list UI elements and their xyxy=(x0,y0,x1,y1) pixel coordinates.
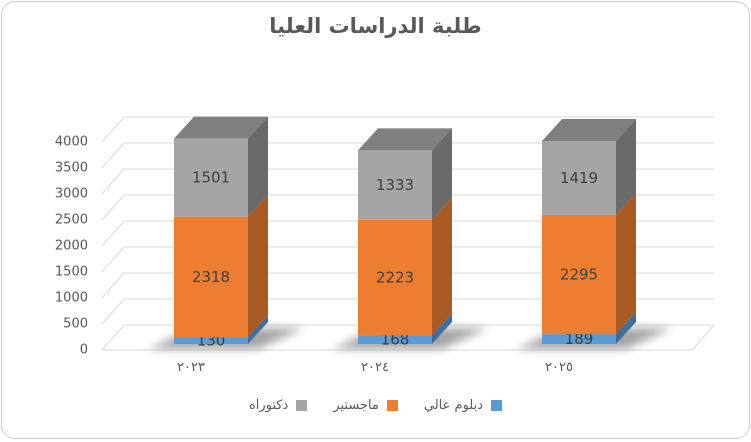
y-axis-tick-label: 1500 xyxy=(55,265,88,280)
data-label: 1333 xyxy=(376,176,414,194)
legend-label: دبلوم عالي xyxy=(423,398,484,413)
y-axis-tick-label: 3000 xyxy=(55,187,88,202)
gridline-slant xyxy=(101,324,125,351)
bar-segment-دكتوراه-٢٠٢٣[interactable] xyxy=(174,138,248,217)
legend-label: دكتوراه xyxy=(248,398,289,413)
data-label: 189 xyxy=(565,330,594,348)
bar-top-دكتوراه xyxy=(542,119,636,142)
data-label: 1501 xyxy=(192,169,230,187)
legend-label: ماجستير xyxy=(333,398,379,413)
gridline-slant xyxy=(101,298,125,325)
bar-segment-ماجستير-٢٠٢٣[interactable] xyxy=(174,216,248,338)
bar-side-دبلوم عالي xyxy=(248,315,268,344)
chart-legend: دكتوراه ماجستير دبلوم عالي xyxy=(2,398,749,413)
gridline-slant xyxy=(101,272,125,299)
bar-segment-ماجستير-٢٠٢٥[interactable] xyxy=(542,214,616,335)
y-axis-tick-label: 2500 xyxy=(55,213,88,228)
legend-swatch-icon xyxy=(296,400,308,411)
gridline-slant xyxy=(101,246,125,273)
legend-swatch-icon xyxy=(491,400,503,411)
y-axis-tick-label: 0 xyxy=(80,343,88,358)
gridline-slant xyxy=(101,142,125,169)
x-axis-category-label: ٢٠٢٥ xyxy=(545,360,573,375)
bar-side-دكتوراه xyxy=(432,128,452,220)
bar-top-دكتوراه xyxy=(174,116,268,139)
bar-side-ماجستير xyxy=(616,192,636,335)
gridline-slant xyxy=(101,116,125,143)
bar-side-دبلوم عالي xyxy=(432,313,452,344)
data-label: 2223 xyxy=(376,268,414,286)
bar-segment-ماجستير-٢٠٢٤[interactable] xyxy=(358,219,432,336)
y-axis-tick-label: 4000 xyxy=(55,135,88,150)
legend-item-دبلوم عالي[interactable]: دبلوم عالي xyxy=(423,398,503,413)
y-axis-tick-label: 3500 xyxy=(55,161,88,176)
gridline-slant xyxy=(101,220,125,247)
legend-swatch-icon xyxy=(386,400,398,411)
bar-top-دكتوراه xyxy=(358,128,452,151)
x-axis-category-label: ٢٠٢٣ xyxy=(177,360,205,375)
bar-segment-دكتوراه-٢٠٢٤[interactable] xyxy=(358,150,432,220)
legend-item-ماجستير[interactable]: ماجستير xyxy=(333,398,398,413)
data-label: 2318 xyxy=(192,268,230,286)
y-axis-tick-label: 500 xyxy=(63,317,88,332)
bar-side-دبلوم عالي xyxy=(616,312,636,344)
gridline-slant xyxy=(101,168,125,195)
legend-item-دكتوراه[interactable]: دكتوراه xyxy=(248,398,308,413)
bar-segment-دبلوم عالي-٢٠٢٤[interactable] xyxy=(358,335,432,344)
x-axis-category-label: ٢٠٢٤ xyxy=(361,360,389,375)
bar-side-ماجستير xyxy=(248,194,268,338)
bar-side-دكتوراه xyxy=(616,119,636,215)
bar-side-ماجستير xyxy=(432,197,452,336)
bar-segment-دبلوم عالي-٢٠٢٣[interactable] xyxy=(174,337,248,344)
y-axis-tick-label: 2000 xyxy=(55,239,88,254)
floor-right-edge xyxy=(691,324,715,351)
gridline-slant xyxy=(101,194,125,221)
bar-side-دكتوراه xyxy=(248,116,268,217)
data-label: 2295 xyxy=(560,266,598,284)
y-axis-tick-label: 1000 xyxy=(55,291,88,306)
data-label: 1419 xyxy=(560,169,598,187)
bar-segment-دكتوراه-٢٠٢٥[interactable] xyxy=(542,141,616,215)
bar-segment-دبلوم عالي-٢٠٢٥[interactable] xyxy=(542,334,616,344)
chart-title: طلبة الدراسات العليا xyxy=(269,14,482,38)
